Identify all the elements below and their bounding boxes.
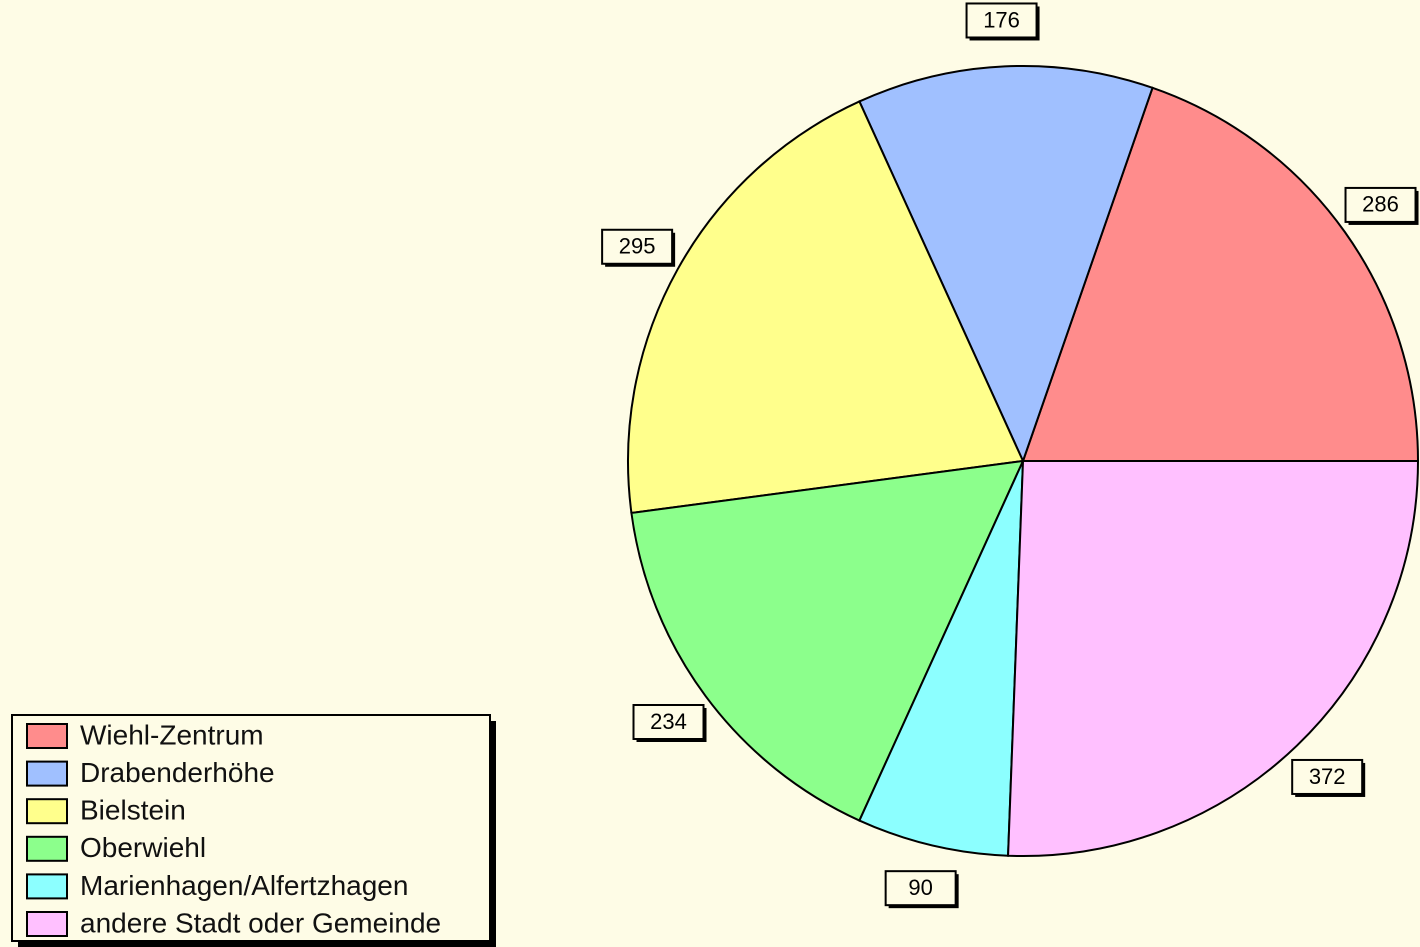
- legend-label: Marienhagen/Alfertzhagen: [80, 870, 408, 901]
- pie-slice: [858, 460, 1024, 857]
- legend-label: andere Stadt oder Gemeinde: [80, 907, 441, 938]
- legend-label: Bielstein: [80, 795, 186, 826]
- label-box: [601, 228, 674, 265]
- legend-swatch: [26, 835, 68, 862]
- pie-slice: [858, 65, 1154, 464]
- pie-slice: [630, 459, 1025, 822]
- label-box: [1291, 758, 1364, 795]
- pie-slice: [1021, 86, 1420, 462]
- label-box: [1344, 186, 1417, 223]
- data-label: 176: [983, 7, 1020, 32]
- label-box: [884, 870, 957, 907]
- data-label: 90: [908, 875, 932, 900]
- legend-box: [11, 714, 491, 942]
- legend-label: Wiehl-Zentrum: [80, 719, 264, 750]
- data-label: 234: [650, 709, 687, 734]
- pie-slice: [1007, 460, 1420, 857]
- legend-label: Oberwiehl: [80, 832, 206, 863]
- label-box: [965, 2, 1038, 39]
- legend-swatch: [26, 760, 68, 787]
- legend-swatch: [26, 911, 68, 937]
- legend-swatch: [26, 873, 68, 900]
- data-label: 286: [1362, 192, 1399, 217]
- data-label: 372: [1309, 764, 1346, 789]
- data-label: 295: [619, 234, 656, 259]
- legend-label: Drabenderhöhe: [80, 757, 275, 788]
- label-box: [632, 704, 705, 741]
- pie-slice: [627, 100, 1025, 515]
- legend-swatch: [26, 798, 68, 825]
- legend-swatch: [26, 723, 68, 749]
